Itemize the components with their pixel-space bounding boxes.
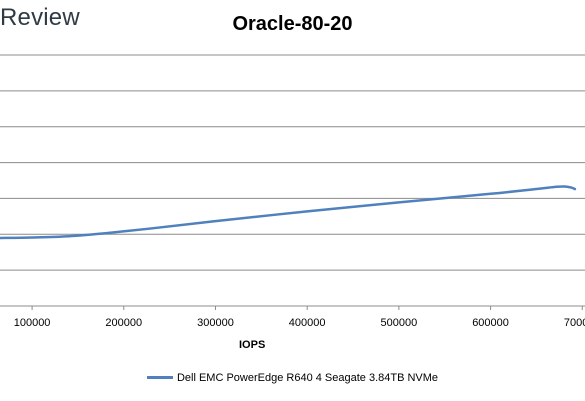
x-tick-label: 700000 (564, 317, 585, 329)
series-line (0, 185, 577, 240)
x-tick-label: 200000 (105, 317, 142, 329)
x-tick-label: 400000 (289, 317, 326, 329)
legend: Dell EMC PowerEdge R640 4 Seagate 3.84TB… (0, 372, 585, 384)
watermark-logo-text: Review (0, 4, 80, 31)
x-tick-label: 300000 (197, 317, 234, 329)
x-tick-label: 600000 (472, 317, 509, 329)
chart-title: Oracle-80-20 (232, 13, 353, 35)
x-tick-label: 100000 (14, 317, 51, 329)
legend-swatch (146, 375, 173, 379)
x-axis-label: IOPS (239, 339, 265, 351)
x-tick-label: 500000 (381, 317, 418, 329)
legend-label: Dell EMC PowerEdge R640 4 Seagate 3.84TB… (176, 372, 439, 384)
